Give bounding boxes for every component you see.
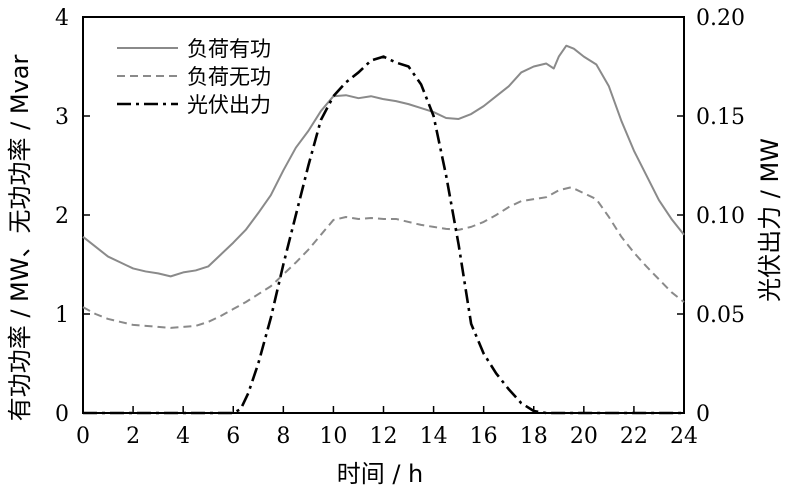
y-right-tick-label: 0.15 — [696, 105, 745, 130]
x-tick-label: 24 — [670, 424, 698, 449]
y-axis-label-left: 有功功率 / MW、无功功率 / Mvar — [6, 55, 34, 422]
y-left-tick-label: 3 — [55, 105, 69, 130]
x-tick-label: 16 — [470, 424, 498, 449]
y-left-tick-label: 2 — [55, 204, 69, 229]
x-tick-label: 2 — [126, 424, 140, 449]
x-tick-label: 14 — [420, 424, 448, 449]
legend-label-2: 负荷无功 — [187, 65, 271, 89]
x-tick-label: 8 — [276, 424, 290, 449]
x-tick-label: 4 — [176, 424, 190, 449]
y-axis-label-right: 光伏出力 / MW — [756, 138, 784, 302]
y-left-tick-label: 1 — [55, 303, 69, 328]
y-left-tick-label: 0 — [55, 402, 69, 427]
series-line-1 — [82, 44, 685, 278]
x-tick-label: 10 — [319, 424, 347, 449]
axis-labels: 时间 / h 有功功率 / MW、无功功率 / Mvar 光伏出力 / MW — [6, 55, 784, 488]
x-axis-label: 时间 / h — [337, 460, 424, 488]
y-right-tick-label: 0.20 — [696, 6, 745, 31]
y-right-tick-label: 0 — [696, 402, 710, 427]
x-tick-label: 12 — [370, 424, 398, 449]
ticks: 0 2 4 6 8 10 12 14 16 18 20 22 240123400.050.100.150… — [55, 6, 745, 449]
x-tick-label: 22 — [620, 424, 648, 449]
x-tick-label: 18 — [520, 424, 548, 449]
legend-label-1: 负荷有功 — [187, 37, 271, 61]
y-left-tick-label: 4 — [55, 6, 69, 31]
y-right-tick-label: 0.10 — [696, 204, 745, 229]
x-tick-label: 6 — [226, 424, 240, 449]
series-line-2 — [82, 186, 685, 329]
x-tick-label: 20 — [570, 424, 598, 449]
legend-label-3: 光伏出力 — [187, 93, 271, 117]
series-group — [82, 44, 685, 415]
x-tick-label: 0 — [76, 424, 90, 449]
series-line-3 — [83, 55, 684, 415]
y-right-tick-label: 0.05 — [696, 303, 745, 328]
